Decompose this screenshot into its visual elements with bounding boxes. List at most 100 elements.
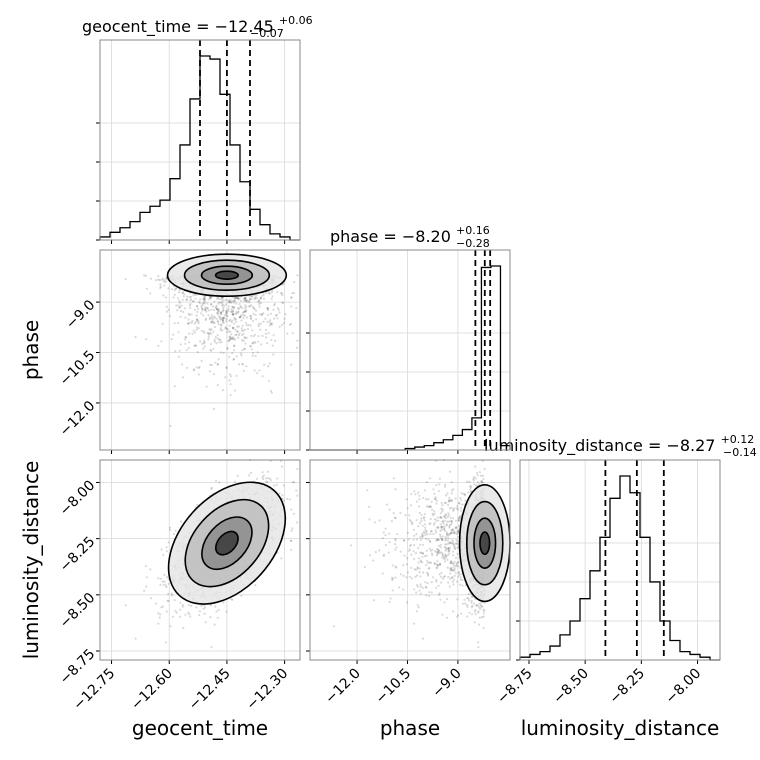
sample-point	[398, 586, 401, 589]
contour-level	[200, 265, 254, 286]
sample-point	[210, 332, 213, 335]
sample-point	[221, 329, 224, 332]
sample-point	[175, 304, 178, 307]
sample-point	[422, 571, 425, 574]
sample-point	[234, 328, 237, 331]
sample-point	[475, 471, 479, 475]
sample-point	[219, 312, 222, 315]
sample-point	[481, 616, 484, 619]
sample-point	[251, 342, 254, 345]
sample-point	[161, 277, 164, 280]
sample-point	[428, 561, 431, 564]
sample-point	[249, 316, 252, 320]
sample-point	[278, 492, 281, 495]
sample-point	[221, 320, 224, 324]
sample-point	[446, 539, 450, 542]
sample-point	[209, 604, 213, 607]
sample-point	[437, 538, 440, 542]
sample-point	[440, 525, 443, 528]
sample-point	[202, 302, 205, 305]
sample-point	[229, 300, 232, 303]
sample-point	[162, 280, 165, 283]
sample-point	[385, 503, 388, 506]
sample-point	[237, 336, 240, 339]
sample-point	[247, 323, 250, 327]
sample-point	[267, 332, 270, 335]
sample-point	[245, 336, 248, 339]
sample-point	[450, 506, 453, 509]
sample-point	[443, 556, 446, 559]
sample-point	[461, 578, 464, 581]
sample-point	[222, 308, 225, 311]
sample-point	[435, 566, 438, 569]
sample-point	[269, 479, 272, 482]
sample-point	[233, 344, 236, 347]
sample-point	[186, 295, 189, 298]
sample-point	[184, 336, 188, 339]
sample-point	[280, 323, 284, 327]
sample-point	[392, 511, 395, 515]
sample-point	[291, 481, 294, 484]
sample-point	[457, 535, 460, 539]
sample-point	[193, 322, 196, 325]
sample-point	[230, 308, 233, 311]
sample-point	[219, 301, 222, 304]
sample-point	[414, 493, 417, 496]
sample-point	[229, 394, 232, 397]
sample-point	[211, 317, 214, 320]
sample-point	[184, 342, 187, 345]
sample-point	[237, 297, 240, 300]
sample-point	[439, 516, 442, 519]
sample-point	[417, 505, 421, 508]
sample-point	[409, 520, 412, 523]
sample-point	[296, 467, 299, 471]
sample-point	[187, 312, 190, 315]
sample-point	[474, 477, 477, 480]
sample-point	[470, 486, 473, 489]
sample-point	[291, 332, 294, 335]
sample-point	[280, 292, 283, 295]
sample-point	[213, 407, 216, 410]
sample-point	[237, 333, 240, 337]
sample-point	[209, 296, 212, 299]
sample-point	[190, 313, 193, 316]
sample-point	[281, 301, 284, 304]
sample-point	[381, 537, 384, 540]
sample-point	[437, 544, 441, 548]
sample-point	[179, 343, 182, 346]
sample-point	[473, 610, 477, 613]
sample-point	[245, 299, 249, 302]
sample-point	[394, 543, 397, 546]
sample-point	[202, 347, 205, 350]
sample-point	[425, 497, 428, 501]
sample-point	[168, 526, 172, 529]
sample-point	[433, 497, 437, 500]
sample-point	[269, 389, 273, 393]
sample-point	[443, 515, 446, 518]
sample-point	[165, 550, 169, 553]
sample-point	[180, 304, 183, 307]
sample-point	[450, 576, 454, 579]
sample-point	[277, 308, 280, 311]
sample-point	[448, 552, 451, 555]
sample-point	[160, 340, 163, 343]
sample-point	[475, 604, 478, 607]
sample-point	[422, 530, 425, 533]
sample-point	[181, 291, 184, 294]
sample-point	[457, 572, 460, 575]
sample-point	[262, 477, 265, 481]
sample-point	[232, 301, 236, 304]
sample-point	[423, 513, 426, 516]
sample-point	[434, 529, 437, 532]
sample-point	[200, 305, 203, 308]
sample-point	[204, 621, 207, 624]
sample-point	[268, 324, 271, 327]
sample-point	[423, 516, 426, 519]
sample-point	[230, 310, 233, 313]
sample-point	[421, 561, 424, 564]
sample-point	[237, 310, 240, 313]
sample-point	[403, 554, 406, 557]
sample-point	[250, 348, 253, 351]
sample-point	[185, 349, 188, 352]
sample-point	[157, 275, 160, 278]
